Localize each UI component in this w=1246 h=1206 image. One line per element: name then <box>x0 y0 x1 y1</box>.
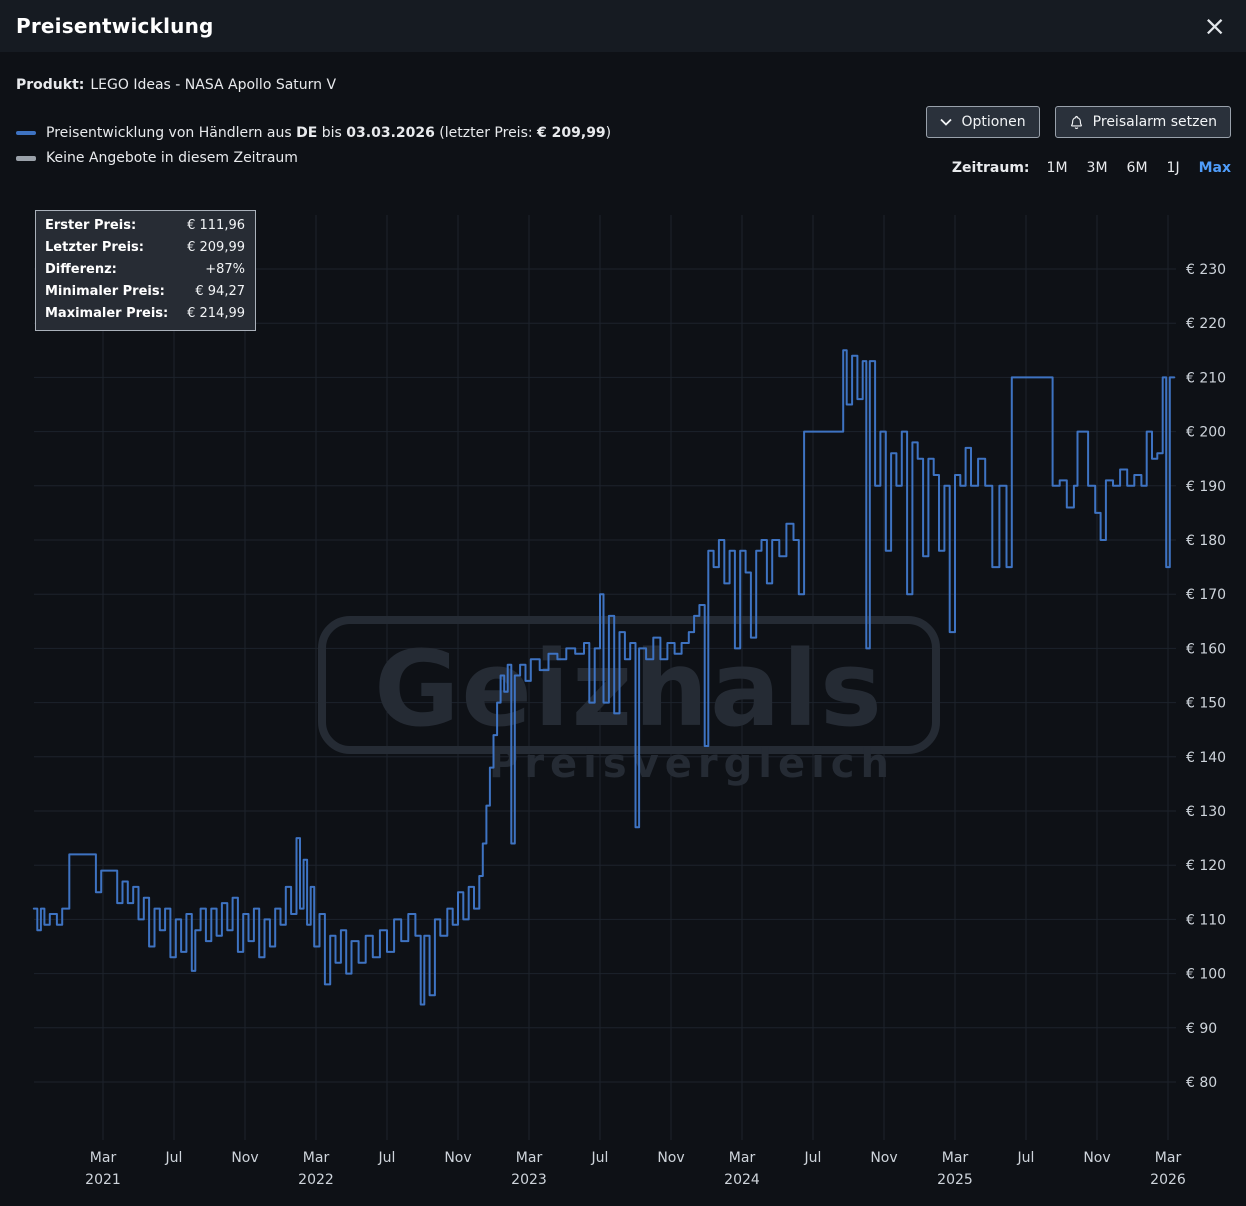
x-axis-label: Mar <box>942 1150 969 1166</box>
options-button[interactable]: Optionen <box>926 106 1040 138</box>
stat-row: Maximaler Preis: € 214,99 <box>45 303 245 325</box>
toolbar: Optionen Preisalarm setzen <box>926 106 1231 138</box>
dialog-header: Preisentwicklung × <box>0 0 1246 52</box>
x-axis-label: Jul <box>1017 1150 1035 1166</box>
legend-country: DE <box>296 125 318 141</box>
x-axis-label: Mar <box>516 1150 543 1166</box>
x-axis-year-label: 2024 <box>724 1172 760 1188</box>
y-axis-label: € 220 <box>1186 316 1226 332</box>
stat-label: Differenz: <box>45 262 117 277</box>
x-axis-year-label: 2026 <box>1150 1172 1186 1188</box>
x-axis-year-label: 2023 <box>511 1172 547 1188</box>
chevron-down-icon <box>940 118 953 126</box>
y-axis-label: € 100 <box>1186 967 1226 983</box>
stat-label: Letzter Preis: <box>45 240 144 255</box>
bell-icon <box>1070 115 1082 129</box>
y-axis-label: € 210 <box>1186 370 1226 386</box>
x-axis-label: Jul <box>165 1150 183 1166</box>
y-axis-label: € 160 <box>1186 641 1226 657</box>
y-axis-label: € 150 <box>1186 696 1226 712</box>
stat-value: € 209,99 <box>187 240 245 255</box>
close-icon[interactable]: × <box>1203 10 1226 42</box>
no-offers-marker <box>16 155 36 161</box>
x-axis-year-label: 2022 <box>298 1172 334 1188</box>
x-axis-label: Nov <box>444 1150 471 1166</box>
stat-row: Differenz: +87% <box>45 259 245 281</box>
stat-row: Erster Preis: € 111,96 <box>45 215 245 237</box>
x-axis-label: Nov <box>1083 1150 1110 1166</box>
stat-row: Letzter Preis: € 209,99 <box>45 237 245 259</box>
watermark-text: Geizhals <box>374 628 884 750</box>
range-option-1j[interactable]: 1J <box>1166 160 1180 176</box>
y-axis-label: € 80 <box>1186 1075 1217 1091</box>
x-axis-label: Mar <box>303 1150 330 1166</box>
legend-no-offers-text: Keine Angebote in diesem Zeitraum <box>46 150 298 166</box>
x-axis-label: Nov <box>231 1150 258 1166</box>
watermark-subtext: Preisvergleich <box>489 741 895 787</box>
range-option-3m[interactable]: 3M <box>1086 160 1108 176</box>
legend-date: 03.03.2026 <box>346 125 435 141</box>
stat-label: Minimaler Preis: <box>45 284 165 299</box>
price-series-marker <box>16 131 36 135</box>
legend-price-text: Preisentwicklung von Händlern aus DE bis… <box>46 125 611 141</box>
range-option-1m[interactable]: 1M <box>1046 160 1068 176</box>
price-alarm-button[interactable]: Preisalarm setzen <box>1054 106 1231 138</box>
timerange-selector: Zeitraum: 1M 3M 6M 1J Max <box>952 160 1231 176</box>
x-axis-year-label: 2021 <box>85 1172 121 1188</box>
legend-text-part: (letzter Preis: <box>434 125 538 141</box>
y-axis-label: € 170 <box>1186 587 1226 603</box>
y-axis-label: € 200 <box>1186 425 1226 441</box>
x-axis-year-label: 2025 <box>937 1172 973 1188</box>
stat-value: +87% <box>205 262 245 277</box>
stat-row: Minimaler Preis: € 94,27 <box>45 281 245 303</box>
product-label: Produkt: <box>16 77 85 93</box>
y-axis-label: € 190 <box>1186 479 1226 495</box>
x-axis-label: Jul <box>591 1150 609 1166</box>
legend-price-series: Preisentwicklung von Händlern aus DE bis… <box>16 125 611 141</box>
y-axis-label: € 140 <box>1186 750 1226 766</box>
timerange-label: Zeitraum: <box>951 160 1030 176</box>
x-axis-label: Mar <box>90 1150 117 1166</box>
legend-last-price: € 209,99 <box>537 125 606 141</box>
x-axis-label: Nov <box>870 1150 897 1166</box>
y-axis-label: € 130 <box>1186 804 1226 820</box>
y-axis-label: € 230 <box>1186 262 1226 278</box>
y-axis-label: € 110 <box>1186 912 1226 928</box>
x-axis-label: Mar <box>729 1150 756 1166</box>
x-axis-label: Nov <box>657 1150 684 1166</box>
legend-text-part: bis <box>317 125 347 141</box>
x-axis-label: Jul <box>804 1150 822 1166</box>
y-axis-label: € 90 <box>1186 1021 1217 1037</box>
price-line[interactable] <box>32 349 1176 1006</box>
price-alarm-button-label: Preisalarm setzen <box>1092 114 1217 130</box>
stat-value: € 111,96 <box>187 218 245 233</box>
legend-no-offers: Keine Angebote in diesem Zeitraum <box>16 150 298 166</box>
stat-value: € 214,99 <box>187 306 245 321</box>
price-chart: € 230 € 220 € 210 € 200 € 190 € 180 € 170 € 160… <box>0 200 1246 1206</box>
options-button-label: Optionen <box>961 114 1026 130</box>
product-name: LEGO Ideas - NASA Apollo Saturn V <box>90 77 337 93</box>
legend-text-part: ) <box>605 125 612 141</box>
x-axis-label: Jul <box>378 1150 396 1166</box>
product-line: Produkt: LEGO Ideas - NASA Apollo Saturn … <box>16 77 336 93</box>
legend-text-part: Preisentwicklung von Händlern aus <box>46 125 297 141</box>
x-axis-label: Mar <box>1155 1150 1182 1166</box>
price-chart-canvas: € 230 € 220 € 210 € 200 € 190 € 180 € 170 € 160… <box>32 215 1226 1188</box>
range-option-6m[interactable]: 6M <box>1126 160 1148 176</box>
stat-value: € 94,27 <box>195 284 245 299</box>
watermark-box <box>318 616 940 754</box>
range-option-max[interactable]: Max <box>1198 160 1231 176</box>
dialog-title: Preisentwicklung <box>16 14 214 38</box>
stat-label: Maximaler Preis: <box>45 306 169 321</box>
price-stats-box: Erster Preis: € 111,96 Letzter Preis: € 20… <box>35 210 256 331</box>
y-axis-label: € 180 <box>1186 533 1226 549</box>
y-axis-label: € 120 <box>1186 858 1226 874</box>
stat-label: Erster Preis: <box>45 218 137 233</box>
